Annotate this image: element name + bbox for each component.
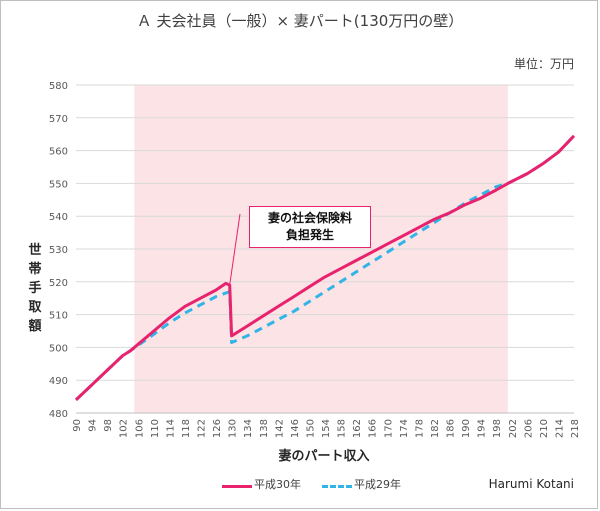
- y-axis-label-char-0: 世: [28, 243, 42, 258]
- legend-label-h29: 平成29年: [354, 478, 401, 491]
- legend: 平成30年 平成29年: [0, 477, 600, 495]
- y-axis-label-char-2: 手: [28, 281, 42, 296]
- annotation-box: 妻の社会保険料 負担発生: [249, 206, 371, 248]
- y-tick-label: 480: [49, 409, 68, 420]
- y-tick-label: 510: [49, 311, 68, 322]
- x-tick-label: 218: [570, 419, 581, 438]
- y-tick-label: 500: [49, 343, 68, 354]
- y-axis-label-char-3: 取: [28, 300, 42, 315]
- x-tick-label: 214: [554, 419, 565, 438]
- x-tick-label: 166: [368, 419, 379, 438]
- y-tick-label: 570: [49, 114, 68, 125]
- annotation-leader: [229, 213, 241, 286]
- x-tick-label: 146: [290, 419, 301, 438]
- x-tick-label: 202: [508, 419, 519, 438]
- x-tick-label: 154: [321, 419, 332, 438]
- legend-swatch-h29: [322, 485, 352, 488]
- x-tick-label: 210: [539, 419, 550, 438]
- x-tick-label: 134: [243, 419, 254, 438]
- y-tick-label: 550: [49, 179, 68, 190]
- x-tick-label: 186: [446, 419, 457, 438]
- x-tick-label: 102: [119, 419, 130, 438]
- y-axis-label-char-1: 帯: [28, 262, 42, 277]
- y-tick-label: 540: [49, 212, 68, 223]
- x-tick-label: 126: [212, 419, 223, 438]
- x-tick-label: 198: [492, 419, 503, 438]
- x-tick-label: 162: [352, 419, 363, 438]
- y-tick-label: 560: [49, 147, 68, 158]
- x-tick-label: 98: [103, 419, 114, 432]
- x-tick-label: 122: [197, 419, 208, 438]
- y-tick-label: 580: [49, 81, 68, 92]
- chart-title: Ａ 夫会社員（一般）× 妻パート(130万円の壁）: [136, 12, 464, 30]
- x-tick-label: 158: [337, 419, 348, 438]
- x-tick-label: 194: [477, 419, 488, 438]
- y-tick-label: 520: [49, 278, 68, 289]
- annotation-line-2: 負担発生: [285, 228, 334, 242]
- x-tick-label: 94: [88, 419, 99, 432]
- x-tick-label: 182: [430, 419, 441, 438]
- credit: Harumi Kotani: [488, 477, 574, 491]
- x-tick-label: 110: [150, 419, 161, 438]
- x-tick-label: 142: [274, 419, 285, 438]
- x-tick-label: 90: [72, 419, 83, 432]
- x-tick-label: 206: [523, 419, 534, 438]
- x-tick-label: 114: [165, 419, 176, 438]
- x-tick-label: 178: [414, 419, 425, 438]
- y-tick-label: 490: [49, 376, 68, 387]
- y-axis-label: 世帯手取額: [26, 241, 44, 336]
- legend-swatch-h30: [222, 485, 252, 488]
- x-tick-label: 190: [461, 419, 472, 438]
- x-tick-label: 138: [259, 419, 270, 438]
- x-tick-label: 174: [399, 419, 410, 438]
- series-line-h30: [74, 134, 576, 401]
- y-axis-label-char-4: 額: [28, 319, 42, 334]
- x-tick-label: 150: [305, 419, 316, 438]
- x-tick-label: 118: [181, 419, 192, 438]
- x-axis-label: 妻のパート収入: [278, 449, 370, 464]
- legend-label-h30: 平成30年: [254, 478, 301, 491]
- x-tick-label: 106: [134, 419, 145, 438]
- unit-label: 単位：万円: [513, 57, 574, 71]
- y-tick-label: 530: [49, 245, 68, 256]
- x-tick-label: 170: [383, 419, 394, 438]
- x-tick-label: 130: [228, 419, 239, 438]
- series-line-h29: [74, 134, 576, 401]
- annotation-line-1: 妻の社会保険料: [267, 211, 352, 225]
